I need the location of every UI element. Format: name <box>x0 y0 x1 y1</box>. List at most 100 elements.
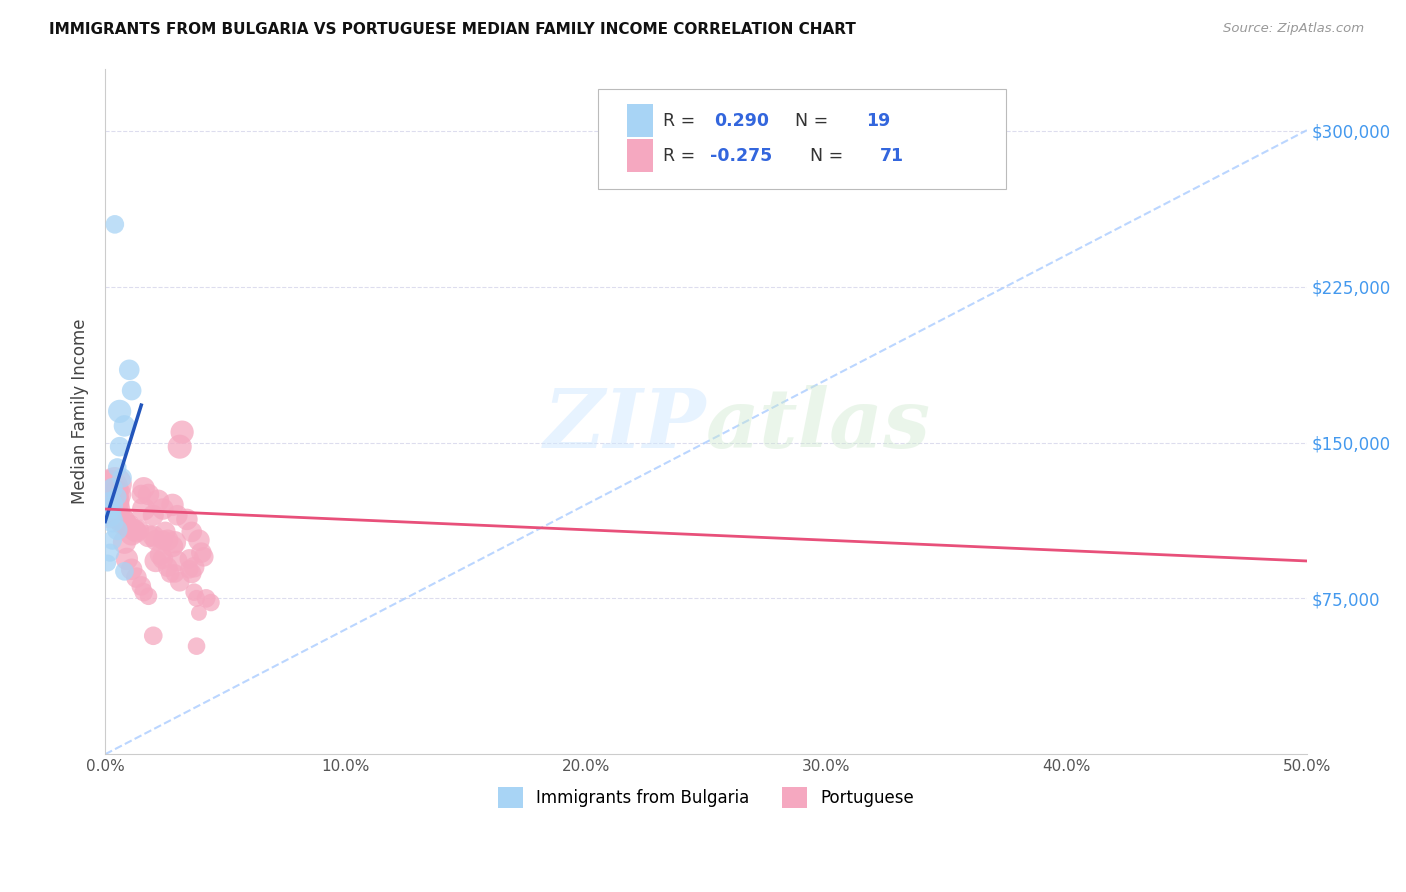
Point <box>132 585 155 599</box>
Point <box>142 508 165 523</box>
Point <box>104 493 127 508</box>
Point <box>179 562 201 576</box>
Point <box>101 533 124 548</box>
Point <box>200 595 222 609</box>
Point <box>129 487 152 501</box>
Point <box>118 518 141 533</box>
Point <box>115 552 138 566</box>
Point <box>132 502 155 516</box>
Text: atlas: atlas <box>706 385 931 465</box>
Point <box>172 425 194 439</box>
Legend: Immigrants from Bulgaria, Portuguese: Immigrants from Bulgaria, Portuguese <box>491 780 921 814</box>
Y-axis label: Median Family Income: Median Family Income <box>72 318 89 504</box>
Point <box>104 498 127 512</box>
Text: 19: 19 <box>866 112 890 129</box>
Point <box>98 546 121 560</box>
Point <box>105 487 128 501</box>
Point <box>115 518 138 533</box>
FancyBboxPatch shape <box>627 139 654 172</box>
Point <box>193 549 215 564</box>
Text: N =: N = <box>799 146 848 165</box>
Point <box>186 591 208 606</box>
Point <box>101 502 124 516</box>
FancyBboxPatch shape <box>627 104 654 137</box>
Point <box>138 589 160 603</box>
Point <box>114 535 136 549</box>
Point <box>104 508 127 523</box>
Text: -0.275: -0.275 <box>710 146 772 165</box>
Text: N =: N = <box>785 112 834 129</box>
Point <box>183 560 205 574</box>
Point <box>98 506 121 520</box>
Point <box>169 574 191 589</box>
Point <box>104 477 127 491</box>
Point <box>121 384 143 398</box>
Point <box>111 471 134 485</box>
Point <box>125 571 148 585</box>
Text: 0.290: 0.290 <box>714 112 769 129</box>
Point <box>152 502 174 516</box>
Point <box>114 515 136 529</box>
Point <box>98 498 121 512</box>
Point <box>142 629 165 643</box>
Point <box>142 529 165 543</box>
Point <box>122 523 145 537</box>
Point <box>176 512 198 526</box>
Point <box>125 524 148 539</box>
Point <box>180 524 202 539</box>
Point <box>121 562 143 576</box>
Point <box>108 440 131 454</box>
Text: R =: R = <box>662 146 700 165</box>
Point <box>152 533 174 548</box>
Point <box>114 565 136 579</box>
Point <box>146 493 169 508</box>
Point <box>186 639 208 653</box>
Point <box>159 566 181 581</box>
Point <box>101 498 124 512</box>
FancyBboxPatch shape <box>598 89 1007 188</box>
Point <box>187 606 209 620</box>
Point <box>129 579 152 593</box>
Point <box>162 498 184 512</box>
Point <box>128 523 150 537</box>
Point <box>152 552 174 566</box>
Point <box>98 481 121 495</box>
Point <box>101 487 124 501</box>
Point <box>156 560 179 574</box>
Point <box>179 552 201 566</box>
Point <box>149 548 172 562</box>
Point <box>138 529 160 543</box>
Point <box>97 502 120 516</box>
Point <box>98 508 121 523</box>
Point <box>104 218 127 232</box>
Text: IMMIGRANTS FROM BULGARIA VS PORTUGUESE MEDIAN FAMILY INCOME CORRELATION CHART: IMMIGRANTS FROM BULGARIA VS PORTUGUESE M… <box>49 22 856 37</box>
Point <box>166 508 188 523</box>
Point <box>145 554 167 568</box>
Point <box>155 524 177 539</box>
Point <box>105 523 128 537</box>
Text: Source: ZipAtlas.com: Source: ZipAtlas.com <box>1223 22 1364 36</box>
Point <box>97 556 120 570</box>
Point <box>163 566 186 581</box>
Point <box>169 440 191 454</box>
Point <box>195 591 218 606</box>
Point <box>111 512 134 526</box>
Point <box>187 533 209 548</box>
Point <box>183 585 205 599</box>
Point <box>180 566 202 581</box>
Point <box>108 512 131 526</box>
Point <box>118 363 141 377</box>
Point <box>190 546 212 560</box>
Text: 71: 71 <box>880 146 904 165</box>
Point <box>101 515 124 529</box>
Point <box>121 527 143 541</box>
Point <box>166 554 188 568</box>
Text: ZIP: ZIP <box>544 385 706 465</box>
Point <box>156 533 179 548</box>
Point <box>105 460 128 475</box>
Point <box>111 516 134 531</box>
Point <box>114 418 136 433</box>
Point <box>162 540 184 554</box>
Point <box>163 535 186 549</box>
Point <box>132 481 155 495</box>
